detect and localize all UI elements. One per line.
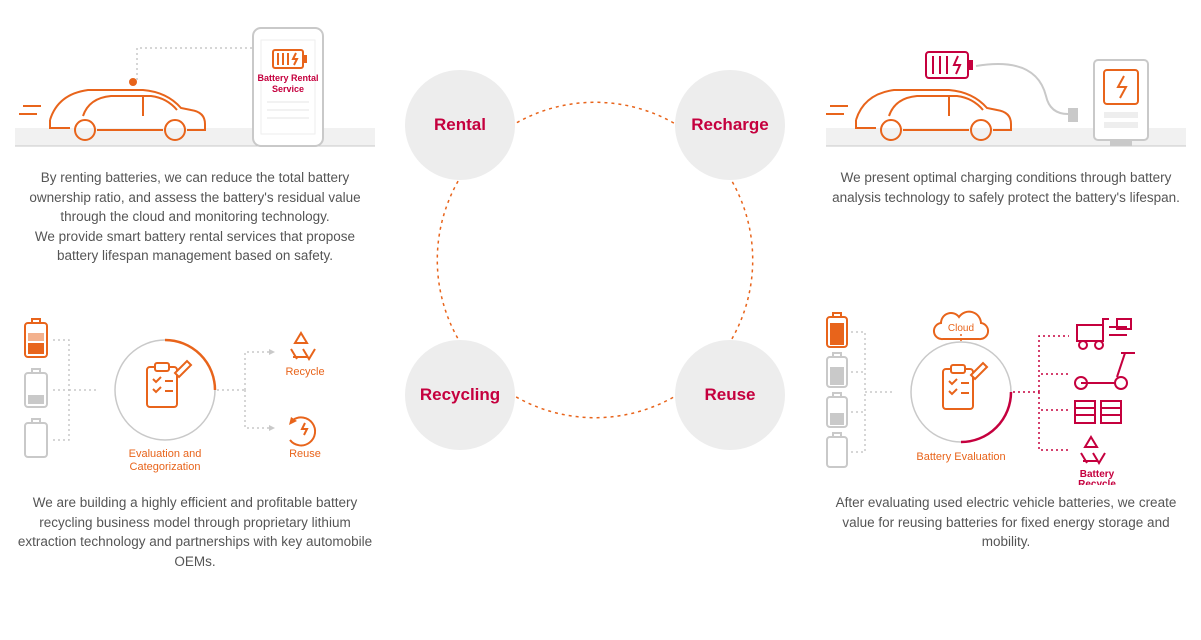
recycle-label: Recycle bbox=[285, 366, 324, 378]
phone-icon: Battery Rental Service bbox=[253, 28, 323, 146]
badge-line1: Battery Rental bbox=[257, 73, 318, 83]
cycle-node-reuse: Reuse bbox=[675, 340, 785, 450]
battery-eval-circle bbox=[911, 342, 1011, 442]
scooter-icon bbox=[1075, 353, 1135, 389]
quad-reuse: Battery Evaluation Cloud bbox=[821, 305, 1191, 552]
cycle-node-rental: Rental bbox=[405, 70, 515, 180]
reuse-desc: After evaluating used electric vehicle b… bbox=[821, 485, 1191, 552]
cycle-node-recharge: Recharge bbox=[675, 70, 785, 180]
battery-column bbox=[827, 313, 847, 467]
cycle-node-recycling: Recycling bbox=[405, 340, 515, 450]
reuse-label: Reuse bbox=[289, 448, 321, 460]
cloud-label: Cloud bbox=[948, 323, 974, 334]
rental-illustration: Battery Rental Service bbox=[10, 20, 380, 160]
recycle-icon bbox=[291, 333, 315, 359]
eval-label-1: Evaluation and bbox=[129, 448, 202, 460]
quad-rental: Battery Rental Service By renting batter… bbox=[10, 20, 380, 266]
battery-eval-label: Battery Evaluation bbox=[916, 451, 1005, 463]
plug-icon bbox=[1068, 108, 1078, 122]
reuse-illustration: Battery Evaluation Cloud bbox=[821, 305, 1191, 485]
reuse-icon bbox=[289, 417, 315, 445]
recycling-illustration: Evaluation and Categorization Recycle Re… bbox=[10, 305, 380, 485]
battery-icon bbox=[926, 52, 973, 78]
quad-recycling: Evaluation and Categorization Recycle Re… bbox=[10, 305, 380, 571]
recycle-out-2: Recycle bbox=[1078, 479, 1116, 485]
recharge-desc: We present optimal charging conditions t… bbox=[821, 160, 1191, 207]
badge-line2: Service bbox=[272, 84, 304, 94]
recycling-desc: We are building a highly efficient and p… bbox=[10, 485, 380, 571]
rental-desc: By renting batteries, we can reduce the … bbox=[10, 160, 380, 266]
battery-recycle-icon bbox=[1081, 437, 1105, 463]
storage-icon bbox=[1075, 401, 1121, 423]
battery-column bbox=[25, 319, 47, 457]
cycle-diagram: Rental Recharge Reuse Recycling bbox=[395, 60, 795, 460]
forklift-icon bbox=[1077, 319, 1131, 349]
charger-icon bbox=[1094, 60, 1148, 146]
eval-label-2: Categorization bbox=[130, 461, 201, 473]
quad-recharge: We present optimal charging conditions t… bbox=[821, 20, 1191, 207]
evaluation-circle bbox=[115, 340, 215, 440]
recharge-illustration bbox=[821, 20, 1191, 160]
